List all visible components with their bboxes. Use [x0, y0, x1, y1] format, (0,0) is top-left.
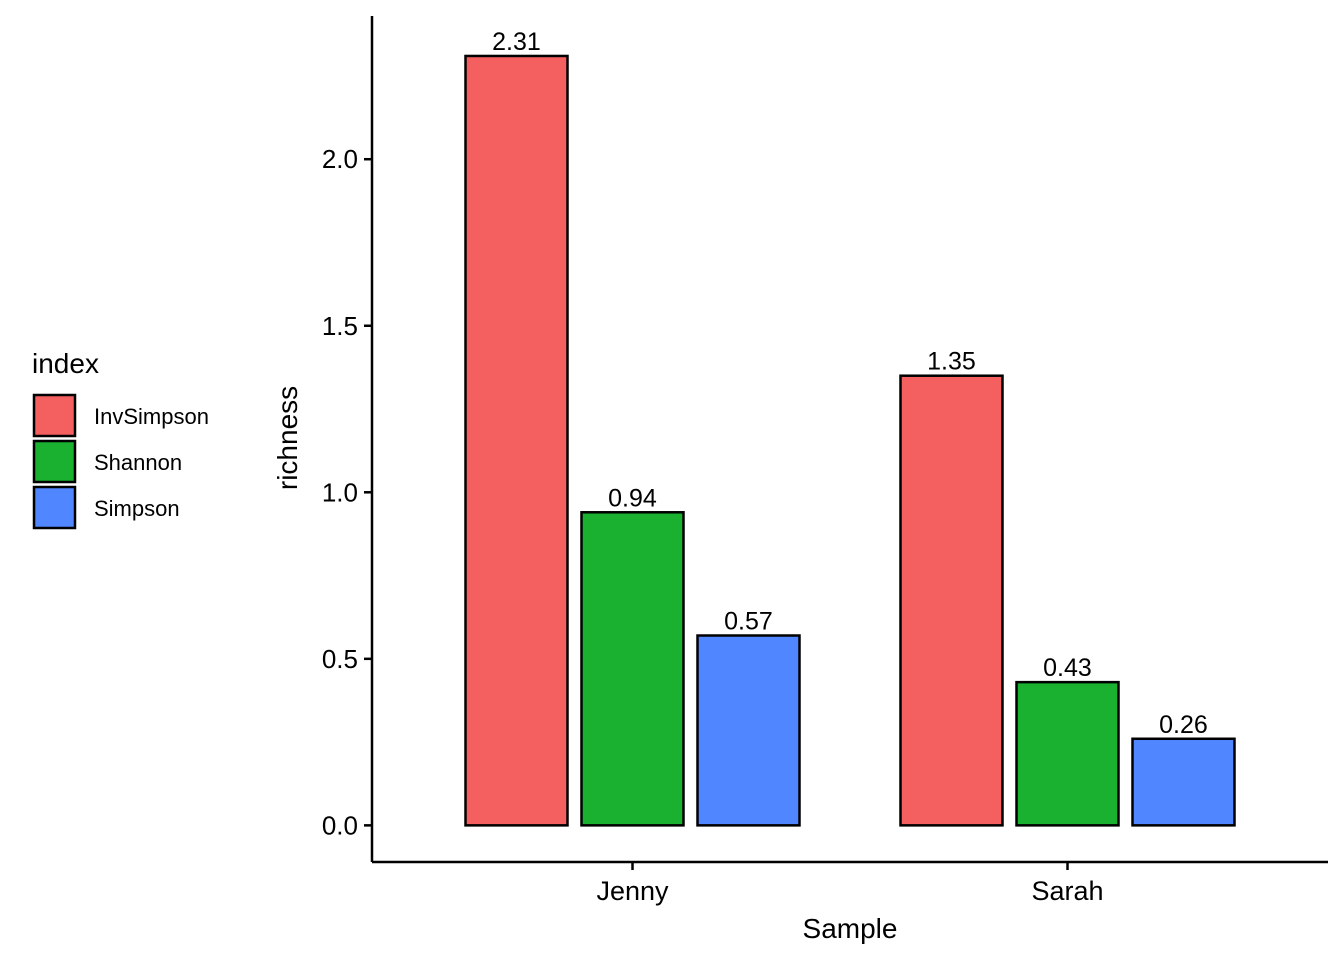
legend-label-invsimpson: InvSimpson — [94, 404, 209, 429]
x-tick-label-sarah: Sarah — [1031, 876, 1103, 906]
y-axis-title: richness — [272, 386, 303, 490]
data-labels-group: 2.31 0.94 0.57 1.35 0.43 0.26 — [492, 28, 1208, 739]
y-tick-label: 2.0 — [322, 144, 358, 174]
legend-title: index — [32, 348, 99, 379]
y-tick-label: 1.5 — [322, 311, 358, 341]
bar-jenny-invsimpson — [464, 54, 569, 827]
bars-group — [464, 54, 1236, 827]
y-tick-label: 1.0 — [322, 477, 358, 507]
legend-label-simpson: Simpson — [94, 496, 180, 521]
bar-sarah-simpson — [1131, 737, 1236, 827]
data-label-sarah-shannon: 0.43 — [1043, 654, 1092, 682]
bar-jenny-simpson — [696, 634, 801, 827]
data-label-jenny-invsimpson: 2.31 — [492, 28, 541, 56]
x-tick-label-jenny: Jenny — [596, 876, 669, 906]
data-label-sarah-simpson: 0.26 — [1159, 711, 1208, 739]
bar-sarah-shannon — [1015, 680, 1120, 827]
x-axis-title: Sample — [803, 913, 898, 944]
legend-key-invsimpson — [32, 393, 77, 438]
legend-key-shannon — [32, 439, 77, 484]
data-label-sarah-invsimpson: 1.35 — [927, 348, 976, 376]
legend-label-shannon: Shannon — [94, 450, 182, 475]
bar-jenny-shannon — [580, 511, 685, 827]
data-label-jenny-shannon: 0.94 — [608, 484, 657, 512]
data-label-jenny-simpson: 0.57 — [724, 608, 773, 636]
y-axis-ticks: 0.0 0.5 1.0 1.5 2.0 — [322, 144, 372, 840]
y-tick-label: 0.5 — [322, 644, 358, 674]
legend: index InvSimpson Shannon Simpson — [32, 348, 209, 530]
x-axis-ticks: Jenny Sarah — [596, 862, 1104, 906]
legend-key-simpson — [32, 485, 77, 530]
bar-sarah-invsimpson — [899, 374, 1004, 827]
y-tick-label: 0.0 — [322, 810, 358, 840]
